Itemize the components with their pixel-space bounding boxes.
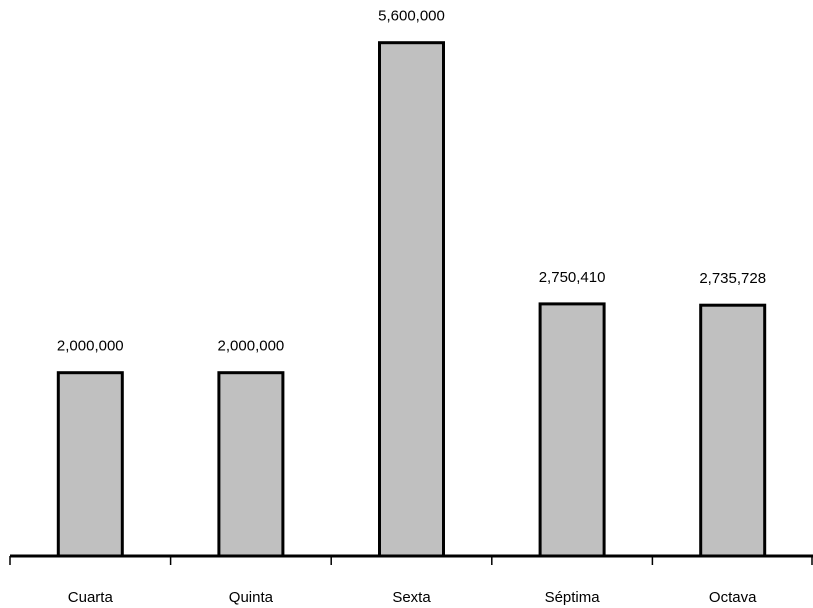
x-axis-ticks bbox=[9, 556, 813, 565]
x-tick-label: Quinta bbox=[229, 589, 274, 606]
bars-group bbox=[56, 41, 767, 558]
bar-s-ptima bbox=[538, 302, 606, 558]
x-tick-label: Cuarta bbox=[68, 589, 114, 606]
x-tick-label: Octava bbox=[709, 589, 757, 606]
data-label: 5,600,000 bbox=[378, 8, 445, 25]
x-axis-tick-labels: Cuarta Quinta Sexta Séptima Octava bbox=[68, 589, 757, 606]
data-label: 2,000,000 bbox=[218, 338, 285, 355]
bar-octava bbox=[699, 303, 767, 558]
x-tick-label: Séptima bbox=[545, 589, 601, 606]
x-tick-label: Sexta bbox=[392, 589, 431, 606]
data-label: 2,000,000 bbox=[57, 338, 124, 355]
data-labels-group: 2,000,000 2,000,000 5,600,000 2,750,410 2,73… bbox=[57, 8, 766, 355]
data-label: 2,735,728 bbox=[699, 270, 766, 287]
bar-quinta bbox=[217, 371, 285, 558]
bar-cuarta bbox=[56, 371, 124, 558]
data-label: 2,750,410 bbox=[539, 269, 606, 286]
bar-sexta bbox=[378, 41, 445, 558]
